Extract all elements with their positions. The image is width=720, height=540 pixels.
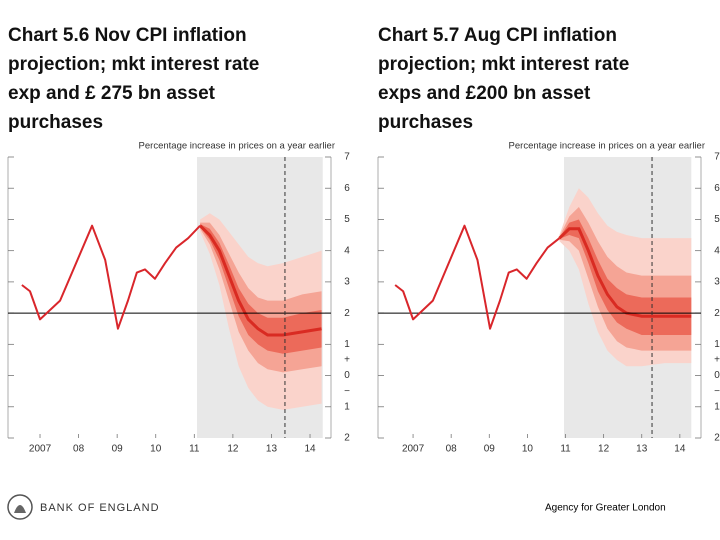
x-tick-label: 09 bbox=[484, 444, 496, 455]
x-tick-label: 10 bbox=[150, 444, 162, 455]
x-tick-label: 12 bbox=[227, 444, 239, 455]
sign-label: − bbox=[714, 386, 720, 397]
y-tick-label: 1 bbox=[714, 401, 720, 412]
bank-name: BANK OF ENGLAND bbox=[40, 502, 160, 514]
x-tick-label: 13 bbox=[266, 444, 278, 455]
y-tick-label: 6 bbox=[344, 183, 350, 194]
chart-title: Chart 5.6 Nov CPI inflation bbox=[8, 25, 247, 46]
x-tick-label: 08 bbox=[446, 444, 458, 455]
x-tick-label: 14 bbox=[304, 444, 316, 455]
y-tick-label: 0 bbox=[344, 370, 350, 381]
x-tick-label: 2007 bbox=[29, 444, 52, 455]
y-tick-label: 1 bbox=[344, 339, 350, 350]
y-tick-label: 6 bbox=[714, 183, 720, 194]
y-tick-label: 2 bbox=[344, 433, 350, 444]
y-tick-label: 5 bbox=[714, 214, 720, 225]
x-tick-label: 11 bbox=[560, 444, 571, 455]
chart-title: purchases bbox=[378, 112, 473, 133]
sign-label: + bbox=[344, 355, 350, 366]
y-tick-label: 1 bbox=[714, 339, 720, 350]
x-tick-label: 08 bbox=[73, 444, 85, 455]
y-tick-label: 3 bbox=[344, 277, 350, 288]
y-tick-label: 1 bbox=[344, 401, 350, 412]
y-tick-label: 4 bbox=[714, 245, 720, 256]
y-tick-label: 3 bbox=[714, 277, 720, 288]
chart-title: purchases bbox=[8, 112, 103, 133]
chart-title: exp and £ 275 bn asset bbox=[8, 83, 216, 104]
fan-central bbox=[558, 227, 692, 318]
sign-label: − bbox=[344, 386, 350, 397]
x-tick-label: 2007 bbox=[402, 444, 425, 455]
y-tick-label: 7 bbox=[344, 152, 350, 163]
x-tick-label: 09 bbox=[112, 444, 124, 455]
chart-title: Chart 5.7 Aug CPI inflation bbox=[378, 25, 617, 46]
x-tick-label: 12 bbox=[598, 444, 610, 455]
cpi-line bbox=[394, 224, 561, 330]
sign-label: + bbox=[714, 355, 720, 366]
chart-title: projection; mkt interest rate bbox=[8, 54, 259, 75]
y-tick-label: 2 bbox=[714, 308, 720, 319]
chart: Chart 5.6 Nov CPI inflation projection; m… bbox=[7, 25, 350, 455]
x-tick-label: 13 bbox=[636, 444, 648, 455]
cpi-line bbox=[21, 224, 201, 330]
agency: Agency for Greater London bbox=[545, 503, 666, 514]
chart-title: exps and £200 bn asset bbox=[378, 83, 591, 104]
chart-title: projection; mkt interest rate bbox=[378, 54, 629, 75]
chart: Chart 5.7 Aug CPI inflation projection; m… bbox=[377, 25, 720, 455]
fan-central bbox=[199, 224, 322, 337]
x-tick-label: 10 bbox=[522, 444, 534, 455]
fan-band bbox=[559, 219, 692, 335]
y-tick-label: 4 bbox=[344, 245, 350, 256]
x-tick-label: 14 bbox=[674, 444, 686, 455]
bank-logo bbox=[7, 494, 33, 520]
y-tick-label: 2 bbox=[344, 308, 350, 319]
fan-band bbox=[200, 224, 322, 354]
y-axis-label: Percentage increase in prices on a year … bbox=[509, 141, 705, 152]
x-tick-label: 11 bbox=[189, 444, 200, 455]
y-tick-label: 2 bbox=[714, 433, 720, 444]
y-tick-label: 0 bbox=[714, 370, 720, 381]
y-axis-label: Percentage increase in prices on a year … bbox=[139, 141, 335, 152]
y-tick-label: 7 bbox=[714, 152, 720, 163]
y-tick-label: 5 bbox=[344, 214, 350, 225]
